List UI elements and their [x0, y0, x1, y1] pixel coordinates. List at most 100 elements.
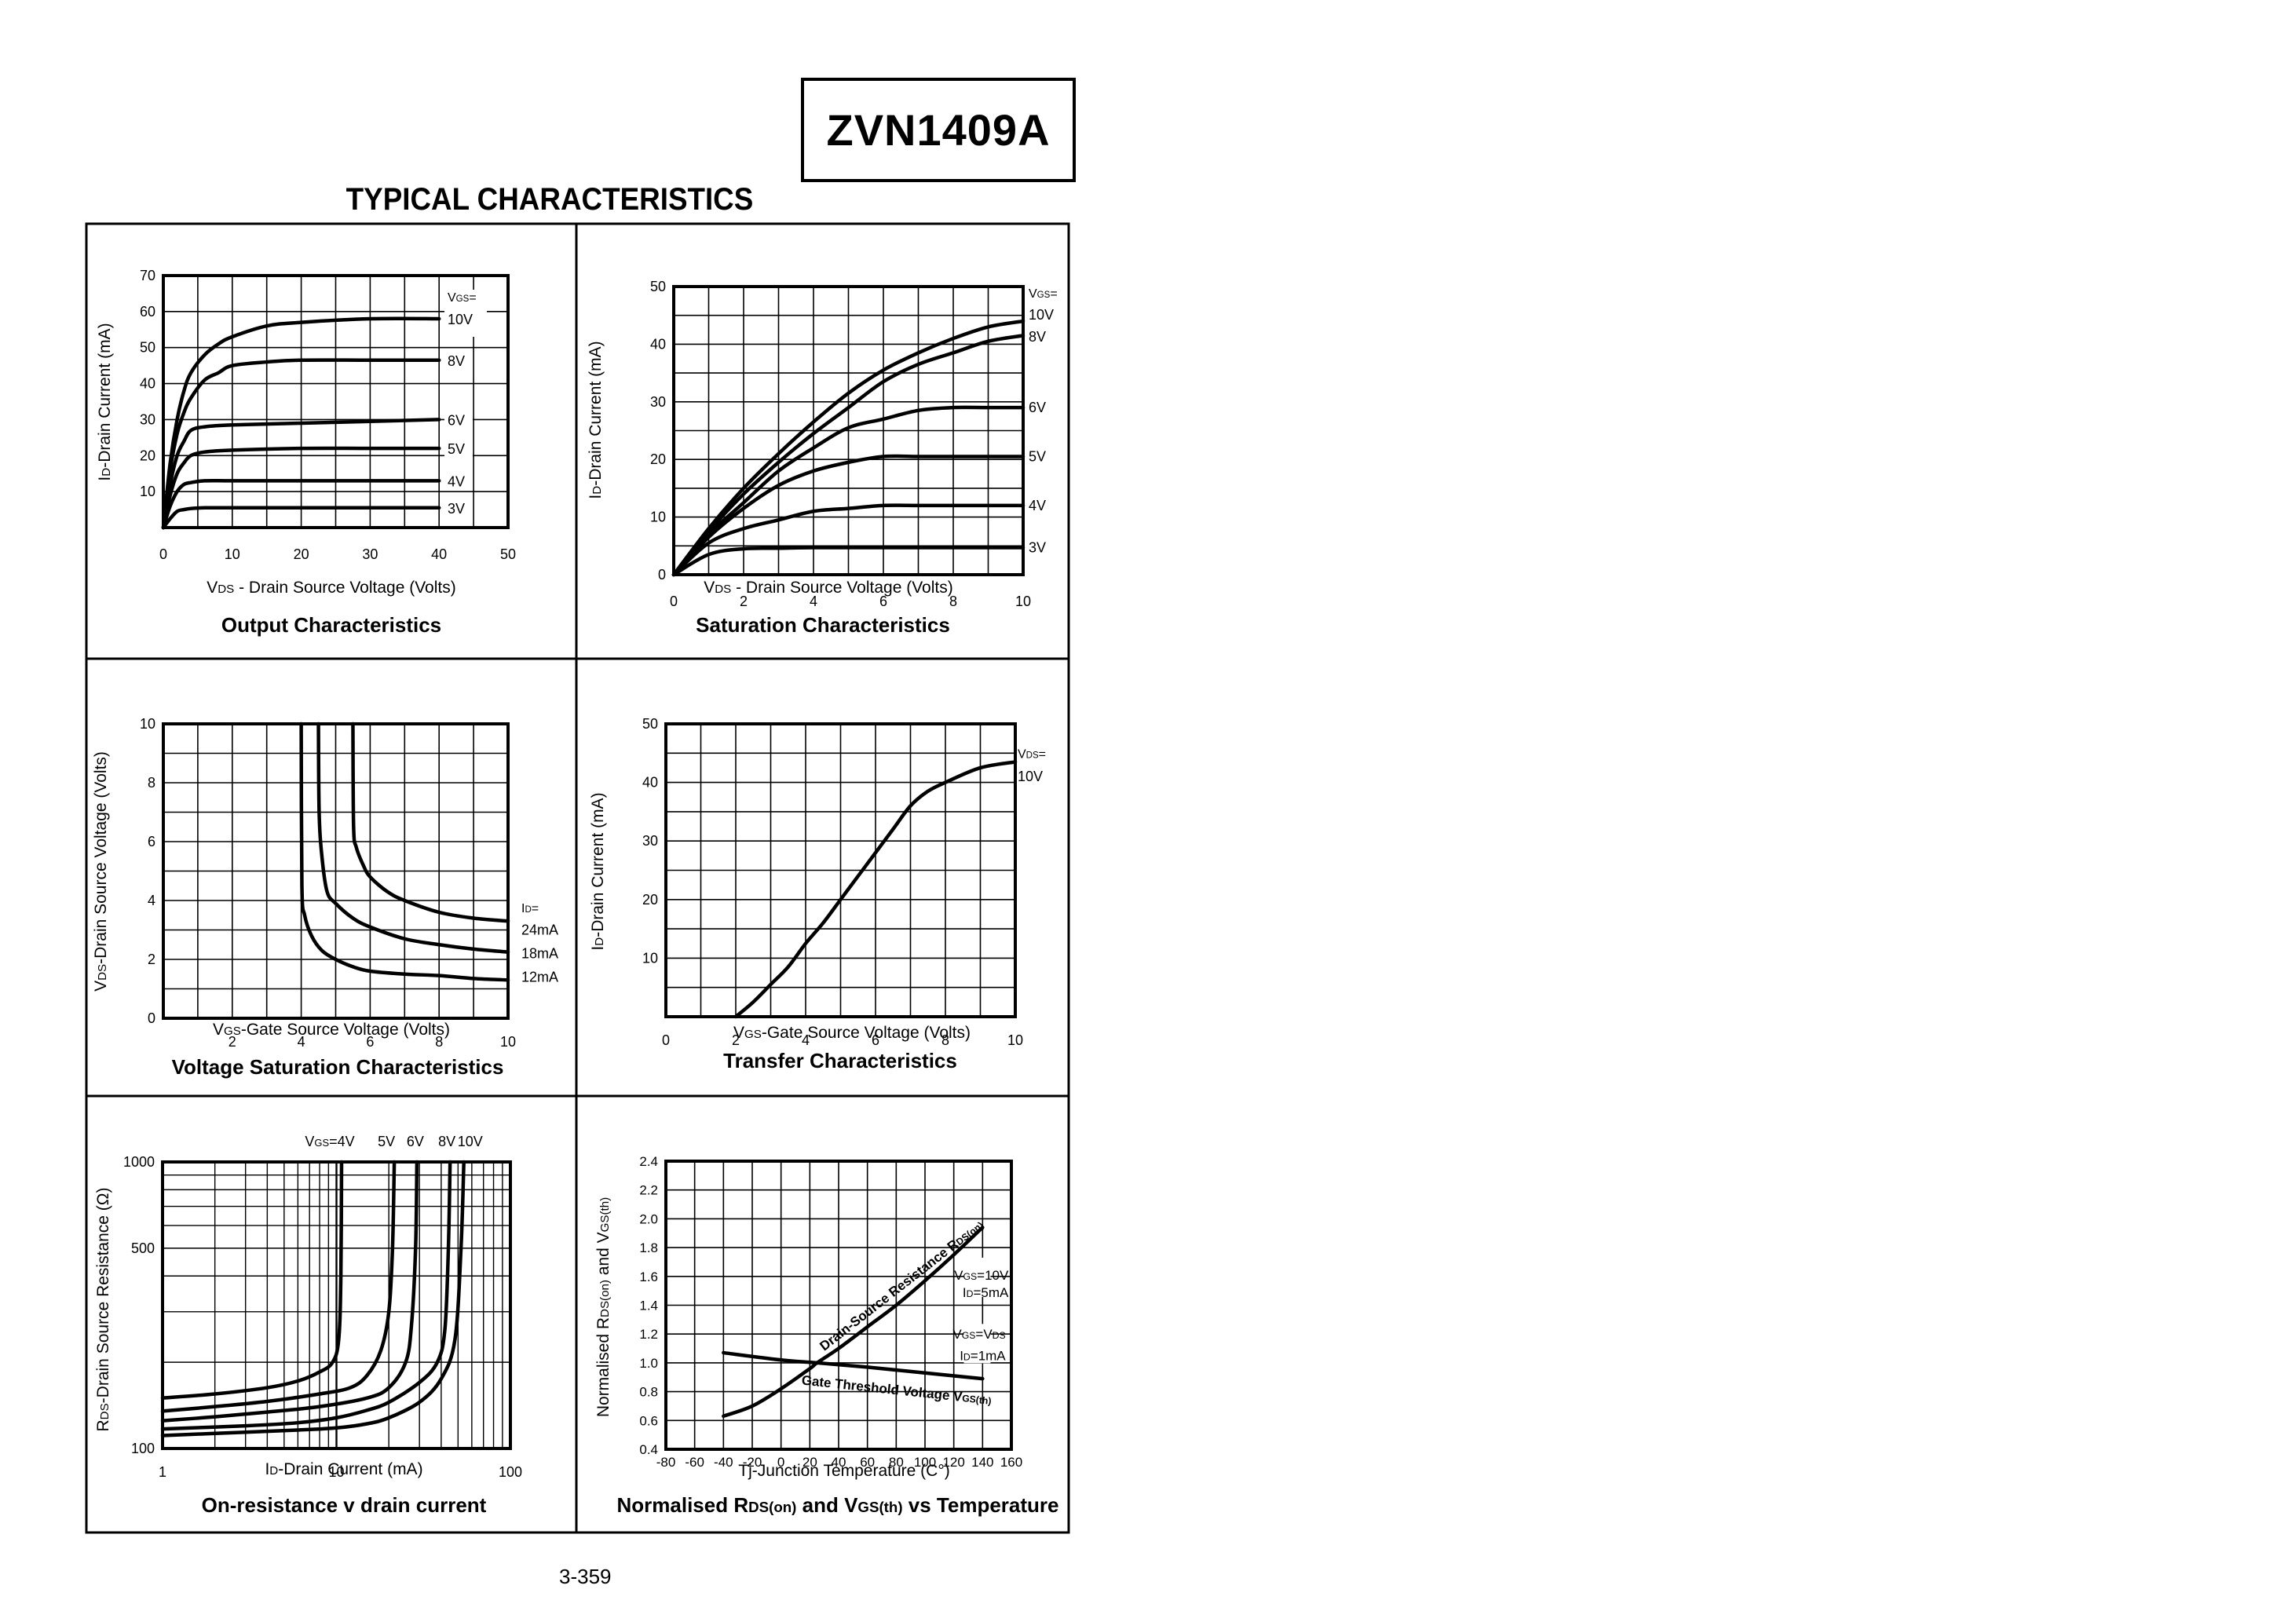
svg-text:1.4: 1.4: [639, 1299, 658, 1313]
svg-text:-20: -20: [743, 1455, 762, 1470]
svg-text:10: 10: [328, 1464, 344, 1480]
series-line: [671, 319, 1026, 577]
svg-text:10: 10: [1015, 594, 1031, 609]
svg-text:3V: 3V: [1029, 540, 1046, 556]
series-line: [671, 405, 1026, 577]
series-lines: [161, 316, 441, 530]
svg-text:VDS=: VDS=: [1018, 747, 1046, 761]
gridlines: [674, 287, 1023, 575]
svg-text:8: 8: [949, 594, 957, 609]
svg-text:-60: -60: [685, 1455, 704, 1470]
series-line: [161, 316, 441, 530]
svg-text:20: 20: [650, 451, 666, 467]
svg-text:Tj-Junction Temperature (C°): Tj-Junction Temperature (C°): [738, 1462, 949, 1480]
svg-text:10V: 10V: [448, 312, 473, 327]
svg-text:20: 20: [803, 1455, 817, 1470]
series-line: [160, 1160, 419, 1423]
svg-text:ID-Drain Current (mA): ID-Drain Current (mA): [589, 792, 607, 950]
svg-text:20: 20: [642, 892, 658, 908]
svg-text:VDS-Drain Source Voltage (Vol: VDS-Drain Source Voltage (Volts): [92, 751, 110, 992]
plot-area: [672, 285, 1025, 576]
svg-text:50: 50: [642, 716, 658, 732]
svg-text:50: 50: [140, 340, 155, 356]
svg-text:ID=1mA: ID=1mA: [960, 1349, 1006, 1364]
chart-output: 0 10 20 30 40 50 10 20 30 40 50 60 70 VGS= 10V 8V 6V 5V 4V…: [96, 268, 516, 637]
svg-text:10: 10: [642, 950, 658, 966]
svg-text:1.2: 1.2: [639, 1327, 658, 1342]
svg-text:VGS=4V: VGS=4V: [305, 1134, 354, 1149]
series-line: [160, 1160, 344, 1400]
series-line: [722, 1350, 985, 1381]
panel-title: On-resistance v drain current: [202, 1493, 487, 1517]
svg-text:8: 8: [148, 775, 155, 791]
svg-text:RDS-Drain Source Resistance (: RDS-Drain Source Resistance (Ω): [94, 1188, 112, 1432]
svg-text:VGS=: VGS=: [448, 291, 477, 305]
svg-text:40: 40: [650, 336, 666, 352]
svg-text:10V: 10V: [1029, 307, 1054, 323]
svg-text:0: 0: [658, 567, 666, 583]
panel-frame: [85, 222, 1070, 1534]
svg-text:160: 160: [1000, 1455, 1022, 1470]
svg-text:140: 140: [971, 1455, 993, 1470]
tick-labels: 0 2 4 6 8 10 0 10 20 30 40 50: [650, 279, 1031, 609]
series-line: [160, 1160, 466, 1438]
series-lines: [671, 319, 1026, 577]
svg-text:6: 6: [148, 834, 155, 849]
svg-text:30: 30: [140, 411, 155, 427]
svg-text:30: 30: [642, 833, 658, 849]
svg-text:2.0: 2.0: [639, 1211, 658, 1226]
svg-text:VGS=: VGS=: [1029, 287, 1058, 301]
svg-text:0: 0: [662, 1032, 670, 1048]
svg-text:6V: 6V: [1029, 400, 1046, 415]
series-line: [671, 334, 1026, 577]
series-line: [671, 546, 1026, 577]
svg-text:6: 6: [872, 1032, 879, 1048]
series-lines: [160, 1160, 466, 1438]
series-line: [671, 454, 1026, 577]
chart-transfer: 0 2 4 6 8 10 10 20 30 40 50 VDS= 10V VGS-Gate Source …: [589, 716, 1046, 1072]
tick-labels: 0 2 4 6 8 10 10 20 30 40 50: [642, 716, 1023, 1048]
chart-saturation: 0 2 4 6 8 10 0 10 20 30 40 50 VGS= 10V 8V 6V 5V 4V 3V VDS -…: [587, 279, 1058, 637]
page-number: 3-359: [559, 1565, 612, 1588]
svg-text:0.8: 0.8: [639, 1385, 658, 1400]
chart-voltage-saturation: 2 4 6 8 10 0 2 4 6 8 10 ID= 24mA 18mA 12mA VGS-Gate Sou…: [92, 716, 558, 1079]
series-lines: [722, 1226, 985, 1419]
svg-text:60: 60: [140, 304, 155, 320]
series-line: [351, 721, 510, 923]
svg-text:2: 2: [732, 1032, 740, 1048]
svg-text:10: 10: [1007, 1032, 1023, 1048]
svg-text:40: 40: [832, 1455, 846, 1470]
gridlines: [666, 724, 1015, 1017]
svg-text:VGS=VDS: VGS=VDS: [952, 1327, 1005, 1342]
svg-text:40: 40: [642, 775, 658, 791]
charts-layer: 0 10 20 30 40 5010203040506070VGS=10V8V6V5V4V…: [92, 268, 1059, 1517]
svg-text:8V: 8V: [1029, 329, 1046, 345]
series-line: [316, 721, 510, 954]
svg-text:0.6: 0.6: [639, 1413, 658, 1428]
svg-text:10V: 10V: [458, 1134, 483, 1149]
svg-text:1.6: 1.6: [639, 1269, 658, 1284]
chart-normalised: -80 -60 -40 -20 0 20 40 60 80 100 120 140 160 0.4 0.6 0…: [594, 1154, 1059, 1517]
svg-text:12mA: 12mA: [521, 970, 558, 985]
svg-text:VGS-Gate Source Voltage (Volt: VGS-Gate Source Voltage (Volts): [213, 1021, 450, 1039]
series-line: [160, 1160, 397, 1413]
svg-text:-40: -40: [714, 1455, 733, 1470]
svg-text:ID-Drain Current (mA): ID-Drain Current (mA): [265, 1460, 422, 1478]
svg-text:50: 50: [650, 279, 666, 294]
plot-area: [664, 722, 1017, 1018]
svg-text:6V: 6V: [448, 412, 465, 428]
tick-labels: 0 10 20 30 40 50 10 20 30 40 50 60 70: [140, 268, 516, 562]
svg-text:500: 500: [131, 1240, 155, 1256]
svg-text:1000: 1000: [123, 1154, 155, 1170]
svg-text:10: 10: [140, 484, 155, 499]
svg-text:4: 4: [298, 1034, 305, 1050]
svg-text:5V: 5V: [1029, 449, 1046, 465]
svg-text:4: 4: [802, 1032, 810, 1048]
svg-text:8: 8: [941, 1032, 949, 1048]
series-labels: VGS= 10V 8V 6V 5V 4V 3V: [1029, 287, 1058, 556]
svg-text:50: 50: [500, 546, 516, 562]
svg-text:-80: -80: [656, 1455, 676, 1470]
svg-text:2: 2: [740, 594, 748, 609]
svg-text:1.0: 1.0: [639, 1356, 658, 1371]
svg-text:2.4: 2.4: [639, 1154, 658, 1169]
